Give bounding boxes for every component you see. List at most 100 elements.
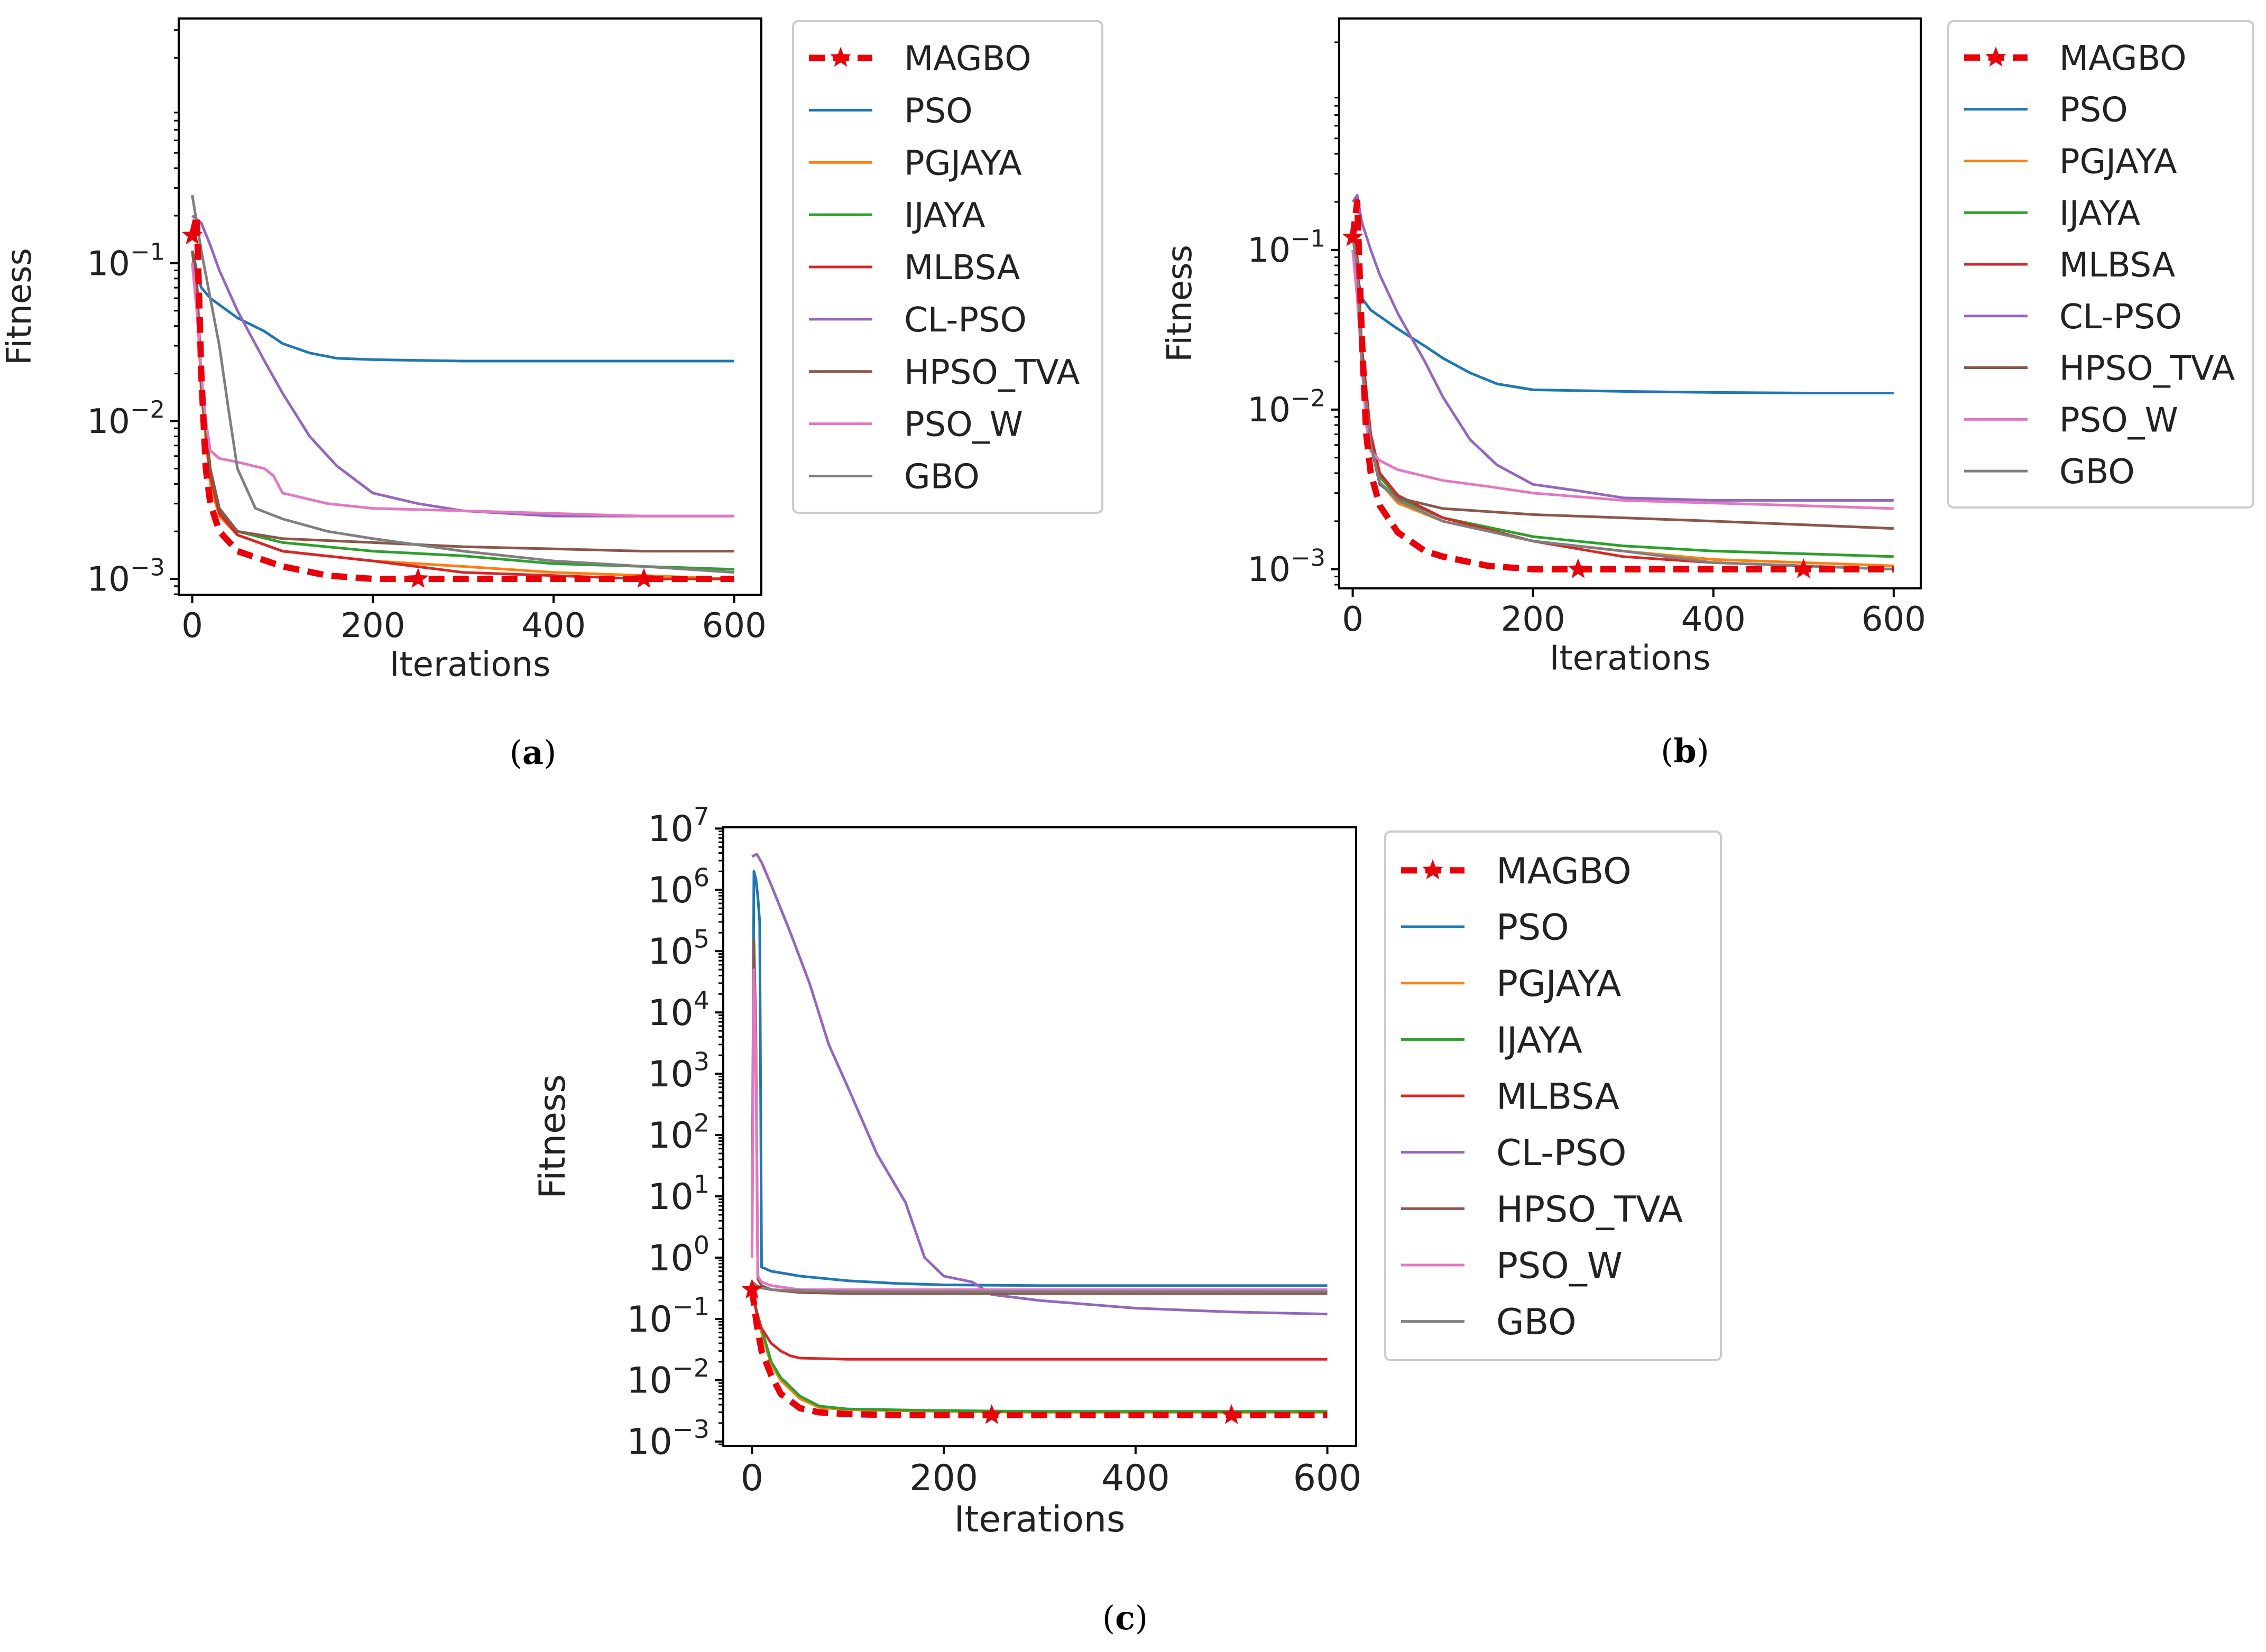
x-tick-label: 600 — [702, 606, 767, 645]
x-tick-label: 0 — [1342, 600, 1364, 639]
series-line-cl-pso — [191, 215, 734, 518]
legend-frame — [1947, 20, 2254, 509]
chart-panel-b: 0 200 400 60010−110−210−3IterationsFitnessM… — [1160, 17, 2254, 770]
y-axis-label: Fitness — [1160, 245, 1200, 362]
series-line-magbo — [1349, 198, 1894, 573]
x-axis-label: Iterations — [1550, 639, 1711, 678]
legend-label: HPSO_TVA — [1496, 1189, 1683, 1231]
legend-label: PGJAYA — [1496, 963, 1622, 1005]
magbo-marker — [1221, 1404, 1242, 1424]
y-tick-base: 10 — [648, 1115, 694, 1157]
caption: (a) — [510, 733, 557, 772]
caption-paren: ) — [1135, 1599, 1148, 1637]
legend-label: CL-PSO — [1496, 1132, 1626, 1174]
y-tick-base: 10 — [87, 402, 130, 441]
magbo-marker — [1342, 226, 1364, 246]
magbo-marker — [181, 224, 203, 245]
y-tick-label: 10−1 — [87, 237, 165, 283]
axes-frame — [722, 826, 1357, 1447]
legend-frame — [1384, 830, 1722, 1361]
legend-label: PSO_W — [904, 405, 1023, 445]
legend-marker — [830, 47, 851, 67]
plot-area — [741, 853, 1328, 1424]
caption-letter: a — [522, 733, 544, 772]
y-tick-base: 10 — [87, 244, 130, 283]
y-tick-exponent: 4 — [694, 986, 710, 1015]
axes-frame — [178, 17, 762, 596]
y-tick-base: 10 — [648, 992, 694, 1034]
y-tick-label: 10−1 — [627, 1293, 710, 1341]
y-tick-exponent: −1 — [673, 1293, 710, 1322]
series-line-magbo — [189, 213, 734, 583]
legend-label: PSO — [1496, 907, 1569, 948]
legend-label: CL-PSO — [2059, 298, 2182, 337]
legend: MAGBO PSO PGJAYA IJAYA MLBSA CL-PSO HPSO_TVA PS… — [792, 20, 1103, 514]
chart-panel-a: 0 200 400 60010−110−210−3IterationsFitnessM… — [0, 17, 1103, 772]
legend-frame — [792, 20, 1103, 514]
y-tick-base: 10 — [1248, 231, 1291, 270]
y-tick-label: 106 — [648, 863, 710, 911]
legend-label: PSO_W — [1496, 1245, 1623, 1287]
x-tick-label: 0 — [741, 1457, 763, 1499]
legend-label: GBO — [2059, 453, 2135, 492]
y-tick-base: 10 — [648, 870, 694, 911]
y-tick-exponent: 5 — [694, 925, 710, 954]
y-tick-base: 10 — [648, 931, 694, 973]
y-tick-label: 10−2 — [1248, 384, 1325, 430]
y-tick-base: 10 — [627, 1299, 673, 1341]
y-tick-base: 10 — [648, 808, 694, 850]
series-line-cl-pso — [1351, 193, 1894, 502]
series-line-cl-pso — [751, 853, 1328, 1316]
y-tick-label: 103 — [648, 1047, 710, 1095]
y-tick-label: 102 — [648, 1109, 710, 1157]
y-tick-label: 10−1 — [1248, 224, 1325, 270]
x-tick-label: 400 — [521, 606, 586, 645]
caption-paren: ( — [1102, 1599, 1115, 1637]
y-tick-exponent: −2 — [130, 395, 165, 423]
chart-panel-c: 0 200 400 60010710610510410310210110010−110… — [532, 802, 1722, 1637]
legend-label: MLBSA — [1496, 1076, 1619, 1118]
y-tick-label: 105 — [648, 925, 710, 973]
y-tick-exponent: 0 — [694, 1231, 710, 1260]
legend-label: HPSO_TVA — [904, 353, 1080, 392]
y-tick-label: 100 — [648, 1231, 710, 1279]
caption: (b) — [1661, 732, 1709, 770]
legend-label: PSO_W — [2059, 401, 2178, 440]
legend-label: CL-PSO — [904, 301, 1027, 340]
magbo-marker — [1793, 558, 1814, 578]
x-axis-label: Iterations — [954, 1499, 1126, 1540]
y-tick-base: 10 — [87, 560, 130, 599]
legend-label: IJAYA — [1496, 1020, 1582, 1062]
y-tick-exponent: 6 — [694, 863, 710, 892]
legend-label: PGJAYA — [904, 144, 1022, 183]
caption-paren: ( — [1661, 732, 1673, 770]
magbo-marker — [1568, 558, 1589, 578]
caption-paren: ) — [1697, 732, 1709, 770]
x-tick-label: 400 — [1681, 600, 1746, 639]
y-tick-label: 10−3 — [1248, 543, 1325, 589]
legend-label: GBO — [904, 458, 980, 497]
legend-label: MLBSA — [2059, 246, 2175, 285]
legend-label: IJAYA — [2059, 194, 2141, 233]
x-tick-label: 600 — [1293, 1457, 1362, 1499]
legend-label: PSO — [904, 91, 973, 131]
plot-area — [1342, 193, 1894, 578]
series-line-gbo — [191, 195, 734, 574]
y-tick-exponent: 2 — [694, 1109, 710, 1138]
magbo-marker — [741, 1278, 763, 1299]
legend-label: GBO — [1496, 1302, 1577, 1343]
y-tick-exponent: −3 — [130, 553, 165, 582]
y-tick-base: 10 — [627, 1422, 673, 1463]
magbo-marker — [633, 568, 655, 588]
y-tick-exponent: −3 — [1291, 543, 1325, 571]
x-axis-label: Iterations — [390, 645, 551, 685]
y-tick-base: 10 — [648, 1176, 694, 1218]
y-tick-exponent: 7 — [694, 802, 710, 832]
caption-paren: ) — [544, 733, 556, 772]
legend-label: MLBSA — [904, 248, 1020, 288]
legend-label: MAGBO — [2059, 39, 2187, 78]
y-tick-label: 10−2 — [627, 1354, 710, 1402]
y-tick-base: 10 — [627, 1360, 673, 1402]
x-tick-label: 200 — [340, 606, 405, 645]
y-tick-exponent: 1 — [694, 1170, 710, 1199]
